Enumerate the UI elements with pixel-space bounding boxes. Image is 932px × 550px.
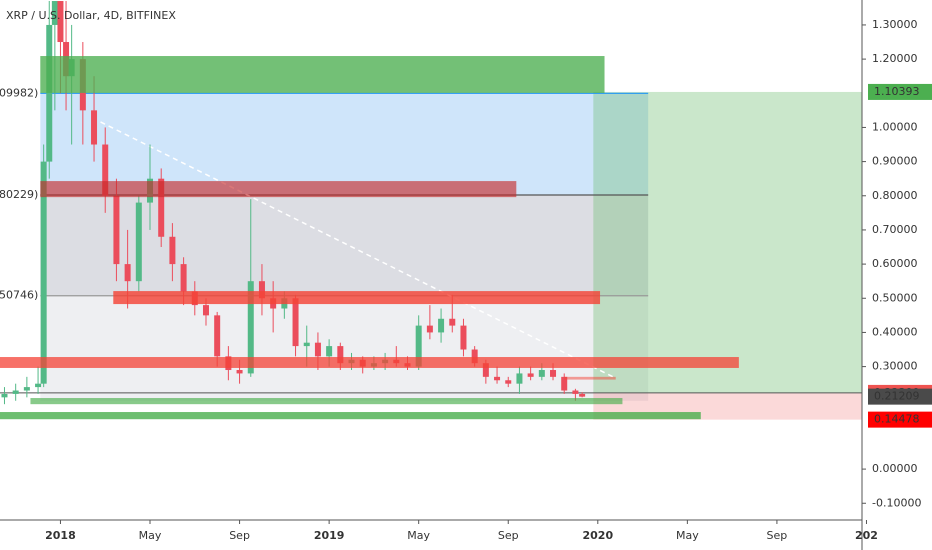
candle-body [57, 1, 64, 43]
candle-body [91, 110, 98, 145]
trend-line [100, 121, 617, 379]
price-label-bg [868, 388, 932, 405]
fib-label: .50746) [0, 289, 38, 302]
box [40, 181, 517, 198]
y-tick-label: 1.20000 [872, 52, 918, 65]
candle-body [124, 264, 131, 282]
y-tick-label: 1.00000 [872, 120, 918, 133]
candle-body [180, 264, 187, 292]
y-tick-label: 0.00000 [872, 462, 918, 475]
y-tick-label: 0.90000 [872, 155, 918, 168]
price-label: 0.14478 [874, 413, 920, 426]
candle-body [426, 325, 433, 333]
x-tick-label: May [676, 529, 699, 542]
candle-body [505, 380, 512, 384]
candle-body [12, 390, 19, 394]
price-label-bg [868, 83, 932, 100]
box [40, 56, 605, 93]
x-tick-label: May [139, 529, 162, 542]
y-tick-label: 0.50000 [872, 291, 918, 304]
zone [40, 295, 649, 401]
candle-body [482, 363, 489, 377]
candle-body [169, 236, 176, 265]
box [0, 412, 701, 420]
x-tick-label: Sep [229, 529, 250, 542]
fib-label: .09982) [0, 86, 38, 99]
candle-body [35, 383, 42, 388]
candle-body [158, 178, 165, 237]
y-tick-label: -0.10000 [872, 496, 921, 509]
candle-body [46, 24, 53, 162]
box [30, 398, 623, 405]
candle-body [516, 373, 523, 384]
candle-body [214, 315, 221, 357]
candle-body [113, 195, 120, 265]
candle-body [303, 342, 310, 347]
price-label: 1.10393 [874, 85, 920, 98]
price-label-bg [868, 411, 932, 428]
candle-body [494, 376, 501, 381]
y-tick-label: 0.30000 [872, 360, 918, 373]
box [0, 357, 739, 368]
candle-body [23, 387, 30, 391]
zone [593, 91, 862, 393]
y-tick-label: 0.60000 [872, 257, 918, 270]
time-axis [0, 520, 862, 550]
candle-body [337, 346, 344, 364]
price-label: 0.21209 [874, 390, 920, 403]
candle-body [527, 373, 534, 377]
candle-body [460, 325, 467, 350]
y-tick-label: 0.80000 [872, 189, 918, 202]
candle-body [135, 202, 142, 282]
candle-body [40, 161, 47, 384]
axes: 1.30000 1.20000 1.00000 0.90000 0.80000 0.700… [45, 18, 932, 542]
candle-body [572, 390, 579, 394]
x-tick-label: May [407, 529, 430, 542]
y-tick-label: 0.70000 [872, 223, 918, 236]
x-tick-label: 202 [855, 529, 878, 542]
candle-body [236, 370, 243, 374]
box [564, 376, 616, 380]
plot-area: .09982) .80229) .50746) [0, 1, 862, 420]
candle-body [1, 393, 8, 398]
candle-body [202, 305, 209, 316]
zone [40, 194, 649, 296]
y-tick-label: 1.30000 [872, 18, 918, 31]
candle-body [51, 1, 58, 25]
candle-body [538, 370, 545, 377]
candle-body [247, 281, 254, 374]
candle-body [561, 376, 568, 391]
candle-body [326, 346, 333, 357]
x-tick-label: 2019 [314, 529, 345, 542]
candle-body [438, 318, 445, 333]
candle-body [292, 298, 299, 347]
chart-title: XRP / U.S. Dollar, 4D, BITFINEX [6, 9, 176, 22]
candle-body [449, 318, 456, 326]
candle-body [258, 281, 265, 299]
box [113, 291, 601, 305]
fib-label: .80229) [0, 188, 38, 201]
candle-body [550, 370, 557, 377]
candle-body [102, 144, 109, 196]
candle-body [579, 393, 586, 397]
x-tick-label: Sep [767, 529, 788, 542]
x-tick-label: Sep [498, 529, 519, 542]
y-tick-label: 0.40000 [872, 325, 918, 338]
x-tick-label: 2018 [45, 529, 76, 542]
x-tick-label: 2020 [582, 529, 613, 542]
zone [40, 93, 649, 195]
candle-body [314, 342, 321, 357]
candle-body [415, 325, 422, 367]
candle-body [471, 349, 478, 364]
